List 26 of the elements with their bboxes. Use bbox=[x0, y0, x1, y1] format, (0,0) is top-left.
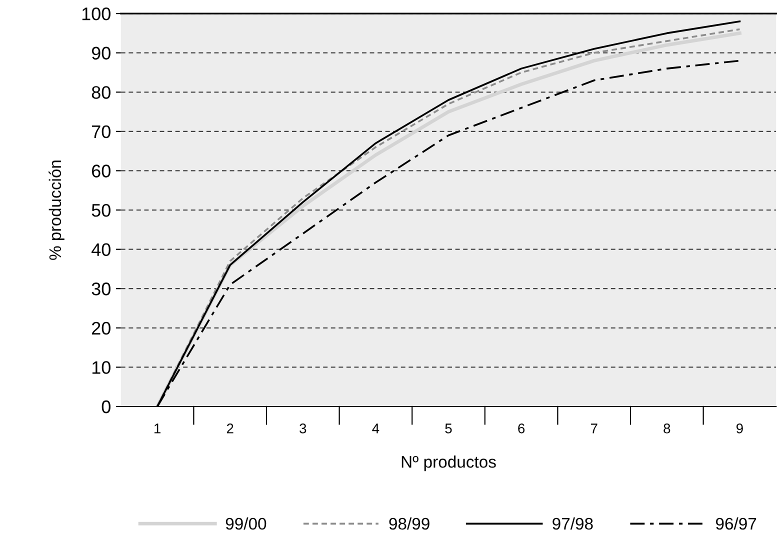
y-tick-label: 60 bbox=[92, 164, 110, 178]
legend-label: 98/99 bbox=[389, 517, 430, 530]
x-tick-label: 4 bbox=[372, 424, 380, 434]
y-tick-label: 10 bbox=[92, 361, 110, 374]
y-tick-label: 50 bbox=[92, 204, 110, 217]
x-tick-label: 1 bbox=[154, 424, 160, 434]
y-tick-label: 70 bbox=[92, 125, 110, 138]
legend-label: 97/98 bbox=[552, 517, 593, 530]
y-tick-label: 20 bbox=[92, 322, 110, 335]
y-tick-label: 80 bbox=[92, 86, 110, 99]
x-tick-label: 7 bbox=[590, 424, 598, 434]
x-tick-label: 3 bbox=[300, 424, 306, 434]
y-axis-title: % producción bbox=[48, 160, 64, 260]
legend-label: 99/00 bbox=[226, 517, 266, 530]
x-tick-label: 2 bbox=[226, 424, 234, 434]
x-tick-label: 6 bbox=[518, 424, 525, 434]
y-tick-label: 0 bbox=[102, 400, 110, 414]
y-tick-label: 100 bbox=[82, 7, 110, 20]
y-tick-label: 90 bbox=[92, 46, 110, 60]
x-tick-label: 8 bbox=[664, 424, 670, 434]
y-tick-label: 30 bbox=[92, 282, 110, 296]
x-tick-label: 5 bbox=[445, 424, 452, 434]
x-axis-title: Nº productos bbox=[402, 456, 496, 472]
legend-label: 96/97 bbox=[716, 517, 756, 530]
y-tick-label: 40 bbox=[92, 243, 110, 256]
x-tick-label: 9 bbox=[736, 424, 743, 434]
